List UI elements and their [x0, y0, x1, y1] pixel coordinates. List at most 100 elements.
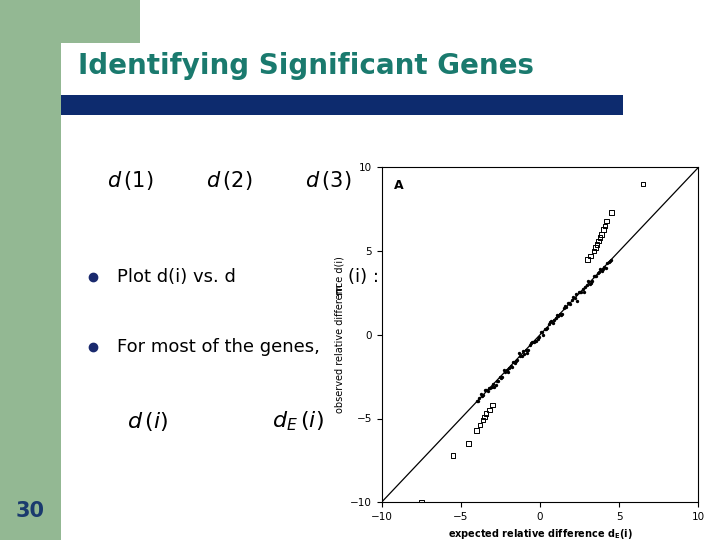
- Text: $...$: $...$: [407, 172, 431, 190]
- Point: [489, 383, 500, 391]
- Point: [477, 391, 489, 400]
- Point: [485, 384, 496, 393]
- Point: [500, 368, 511, 376]
- Point: [573, 288, 585, 296]
- Point: [509, 359, 521, 367]
- Point: [606, 255, 617, 264]
- Text: 30: 30: [16, 501, 45, 521]
- Point: [479, 386, 490, 394]
- Text: For most of the genes,: For most of the genes,: [117, 338, 320, 356]
- Point: [577, 285, 588, 294]
- Point: [595, 265, 606, 273]
- Point: [423, 503, 435, 511]
- Point: [585, 278, 597, 287]
- Point: [589, 272, 600, 280]
- Point: [603, 258, 614, 266]
- Text: $d\,(i)$: $d\,(i)$: [127, 409, 168, 433]
- Point: [532, 334, 544, 343]
- Point: [575, 287, 587, 296]
- Point: [480, 386, 492, 395]
- Point: [567, 292, 579, 301]
- Point: [601, 259, 613, 267]
- Point: [510, 356, 522, 365]
- Point: [564, 300, 576, 308]
- Point: [471, 396, 482, 405]
- Point: [495, 373, 507, 382]
- Point: [596, 267, 608, 275]
- Point: [587, 276, 598, 285]
- Point: [538, 330, 549, 339]
- Point: [526, 339, 537, 347]
- Point: [502, 367, 513, 376]
- Point: [585, 252, 596, 260]
- Point: [591, 240, 603, 249]
- Point: [552, 312, 564, 321]
- Point: [477, 416, 489, 424]
- Point: [588, 272, 599, 281]
- Point: [539, 325, 550, 334]
- Point: [497, 373, 508, 382]
- Point: [487, 401, 498, 409]
- Point: [600, 264, 611, 273]
- Point: [593, 268, 605, 276]
- Text: (i) :: (i) :: [348, 267, 379, 286]
- Point: [563, 299, 575, 308]
- Point: [501, 366, 513, 374]
- Point: [562, 299, 574, 308]
- Point: [480, 409, 492, 418]
- Point: [557, 309, 568, 318]
- Point: [559, 301, 571, 310]
- Point: [415, 498, 427, 507]
- Point: [526, 338, 538, 347]
- Text: $d\,(1)$: $d\,(1)$: [107, 170, 154, 192]
- Point: [475, 390, 487, 399]
- Point: [582, 276, 594, 285]
- Point: [606, 208, 617, 217]
- Point: [529, 336, 541, 345]
- Point: [482, 387, 493, 395]
- Point: [520, 345, 531, 354]
- Point: [604, 256, 616, 265]
- Point: [588, 247, 600, 255]
- Point: [595, 233, 606, 242]
- Y-axis label: observed relative difference d(i): observed relative difference d(i): [335, 256, 344, 413]
- Point: [582, 255, 593, 264]
- Point: [637, 180, 649, 188]
- Point: [561, 303, 572, 312]
- Point: [599, 263, 611, 272]
- Point: [506, 362, 518, 371]
- Point: [590, 272, 602, 281]
- Point: [483, 383, 495, 392]
- Text: A: A: [395, 179, 404, 192]
- Text: $d_{E}\,(i)$: $d_{E}\,(i)$: [272, 409, 324, 433]
- Point: [566, 296, 577, 305]
- Point: [490, 381, 501, 389]
- Point: [508, 358, 519, 367]
- Text: Identifying Significant Genes: Identifying Significant Genes: [78, 52, 534, 80]
- Text: $d\,(2)$: $d\,(2)$: [206, 170, 253, 192]
- Point: [484, 406, 495, 415]
- Point: [546, 316, 557, 325]
- Point: [593, 237, 604, 245]
- Point: [575, 288, 586, 296]
- Point: [544, 318, 556, 326]
- Point: [592, 268, 603, 277]
- Point: [523, 346, 534, 354]
- Point: [550, 313, 562, 322]
- Bar: [61, 0, 140, 43]
- Point: [516, 352, 527, 361]
- Point: [531, 337, 542, 346]
- Point: [536, 328, 548, 336]
- Point: [578, 288, 590, 296]
- Point: [514, 352, 526, 360]
- Point: [498, 366, 510, 374]
- Point: [524, 341, 536, 349]
- Point: [521, 348, 533, 357]
- Point: [551, 310, 562, 319]
- Point: [463, 440, 474, 448]
- Text: $d\,(3)$: $d\,(3)$: [305, 170, 351, 192]
- Point: [513, 349, 525, 358]
- Point: [477, 392, 488, 401]
- Point: [598, 225, 609, 234]
- Point: [554, 310, 565, 319]
